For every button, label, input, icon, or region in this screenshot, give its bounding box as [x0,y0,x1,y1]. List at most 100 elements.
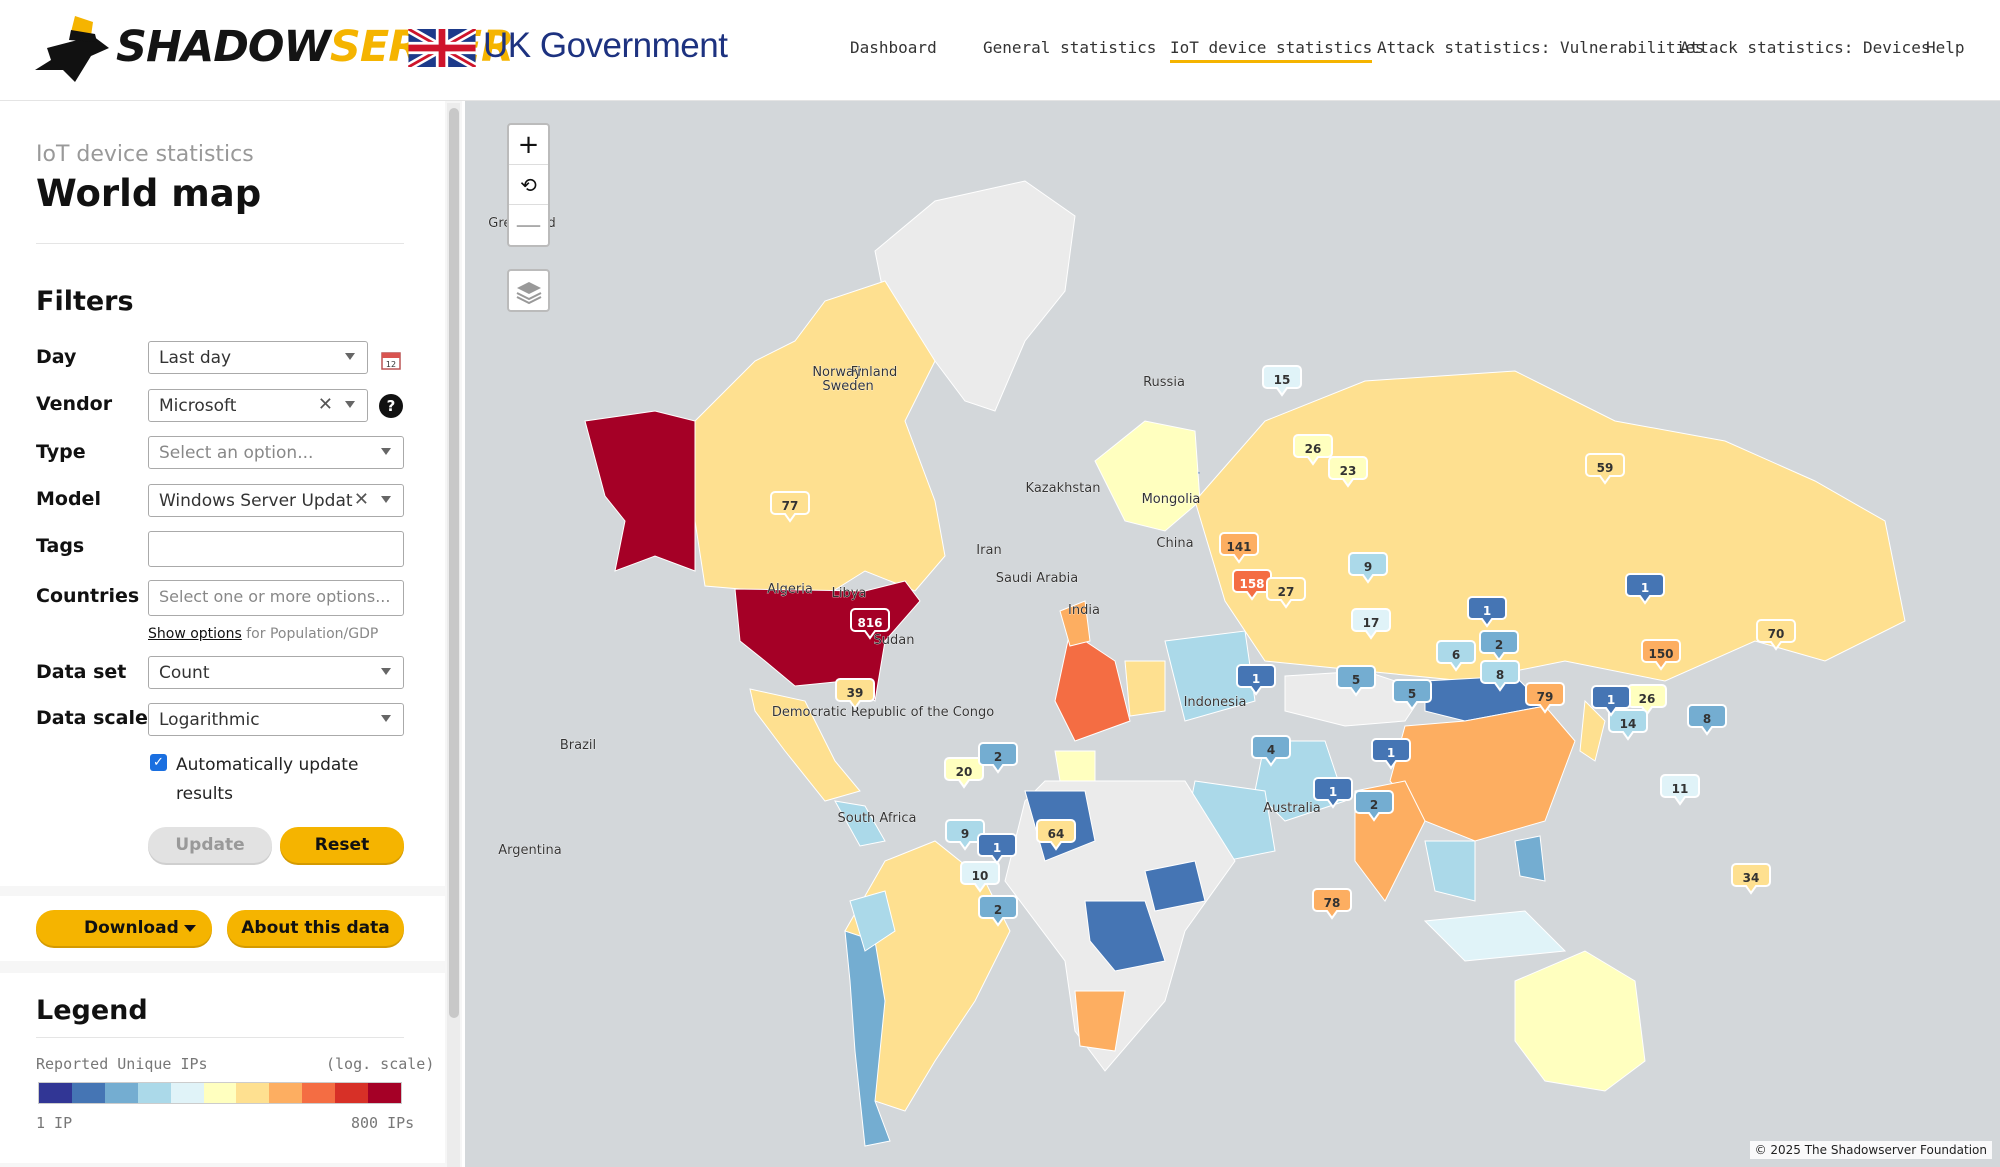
marker-pin [1436,640,1476,672]
marker-value: 9 [961,827,969,841]
marker-australia[interactable]: 34 [1731,863,1771,895]
map-markers[interactable]: 8161581501417978777064593934272626232017… [770,365,1796,927]
reset-view-button[interactable]: ⟲ [509,165,548,205]
dataset-select[interactable]: Count [148,656,404,689]
country-label: Saudi Arabia [996,571,1079,586]
nav-dashboard[interactable]: Dashboard [850,38,937,57]
marker-value: 8 [1496,668,1504,682]
marker-nigeria[interactable]: 4 [1251,735,1291,767]
marker-pakistan[interactable]: 8 [1480,660,1520,692]
countries-input[interactable]: Select one or more options... [148,580,404,616]
marker-india[interactable]: 79 [1525,682,1565,714]
marker-ukraine[interactable]: 9 [1348,552,1388,584]
sidebar-scrollbar-thumb[interactable] [449,108,459,1018]
update-button[interactable]: Update [148,827,272,863]
brand-part1: SHADOW [116,22,331,72]
scale-select[interactable]: Logarithmic [148,703,404,736]
marker-germany[interactable]: 27 [1266,577,1306,609]
marker-canada[interactable]: 77 [770,491,810,523]
marker-japan[interactable]: 70 [1756,619,1796,651]
auto-update-checkbox[interactable]: ✓ [150,754,167,771]
marker-value: 26 [1639,692,1656,706]
brand-wordmark[interactable]: SHADOWSERVER [116,22,514,72]
marker-uzbekistan[interactable]: 1 [1467,596,1507,628]
marker-brazil[interactable]: 64 [1036,819,1076,851]
marker-value: 9 [1364,560,1372,574]
reset-button[interactable]: Reset [280,827,404,863]
shadowserver-logo-icon[interactable] [35,8,113,86]
marker-pin [1313,777,1353,809]
marker-afghanistan[interactable]: 2 [1479,630,1519,662]
marker-brazil-west[interactable]: 1 [977,833,1017,865]
about-data-button[interactable]: About this data [227,910,404,946]
marker-value: 59 [1597,461,1614,475]
marker-ethiopia[interactable]: 1 [1371,738,1411,770]
marker-turkey[interactable]: 17 [1351,608,1391,640]
marker-peru[interactable]: 9 [945,819,985,851]
marker-value: 14 [1620,717,1637,731]
marker-philippines[interactable]: 8 [1687,704,1727,736]
nav-general-statistics[interactable]: General statistics [983,38,1157,57]
nav-help[interactable]: Help [1926,38,1965,57]
zoom-out-button[interactable]: — [515,210,542,240]
country-indonesia [1423,910,1567,962]
marker-myanmar[interactable]: 1 [1591,685,1631,717]
model-select[interactable]: Windows Server Updat ✕ [148,484,404,517]
marker-congo[interactable]: 1 [1313,777,1353,809]
marker-pin [1687,704,1727,736]
marker-finland[interactable]: 23 [1328,456,1368,488]
clear-icon[interactable]: ✕ [353,489,369,510]
marker-mexico[interactable]: 39 [835,678,875,710]
marker-venezuela[interactable]: 2 [978,742,1018,774]
day-select[interactable]: Last day [148,341,368,374]
marker-egypt[interactable]: 5 [1336,665,1376,697]
country-label: South Africa [838,811,917,826]
help-icon[interactable]: ? [379,394,403,418]
marker-united-states[interactable]: 816 [850,608,890,640]
world-map-canvas[interactable]: GreenlandCanadaUnited StatesMexicoBrazil… [465,101,2000,1167]
country-ethiopia [1144,860,1206,912]
marker-iran[interactable]: 6 [1436,640,1476,672]
marker-value: 26 [1305,442,1322,456]
marker-value: 11 [1672,782,1689,796]
download-button[interactable]: Download [36,910,212,946]
marker-united-kingdom[interactable]: 141 [1219,532,1259,564]
layers-button[interactable] [507,269,550,312]
auto-update-label: Automatically update results [176,755,359,804]
marker-bolivia[interactable]: 10 [960,861,1000,893]
marker-china[interactable]: 150 [1641,639,1681,671]
zoom-in-button[interactable]: + [509,125,548,165]
marker-norway[interactable]: 26 [1293,434,1333,466]
nav-attack-vulnerabilities[interactable]: Attack statistics: Vulnerabilities [1377,38,1705,57]
tags-input[interactable] [148,531,404,567]
marker-russia[interactable]: 59 [1585,453,1625,485]
marker-thailand[interactable]: 14 [1608,709,1648,741]
marker-mongolia[interactable]: 1 [1625,573,1665,605]
marker-france[interactable]: 158 [1232,569,1272,601]
nav-iot-device-statistics[interactable]: IoT device statistics [1170,38,1373,63]
marker-pin [1480,660,1520,692]
type-select[interactable]: Select an option... [148,436,404,469]
nav-attack-devices[interactable]: Attack statistics: Devices [1680,38,1931,57]
marker-sweden[interactable]: 15 [1262,365,1302,397]
marker-vietnam[interactable]: 26 [1627,684,1667,716]
calendar-icon[interactable]: 12 [381,350,401,370]
marker-algeria[interactable]: 1 [1236,664,1276,696]
marker-malaysia[interactable]: 11 [1660,774,1700,806]
clear-icon[interactable]: ✕ [317,394,333,415]
zoom-control[interactable]: + ⟲ — [507,123,550,247]
legend-scale-note: (log. scale) [326,1055,435,1073]
world-map[interactable]: GreenlandCanadaUnited StatesMexicoBrazil… [465,101,2000,1167]
marker-paraguay[interactable]: 2 [978,895,1018,927]
marker-south-africa[interactable]: 78 [1312,888,1352,920]
country-france [1054,630,1131,742]
marker-value: 4 [1267,743,1275,757]
marker-saudi-arabia[interactable]: 5 [1392,679,1432,711]
marker-pin [977,833,1017,865]
country-japan [1579,699,1606,762]
marker-tanzania[interactable]: 2 [1354,790,1394,822]
vendor-select[interactable]: Microsoft ✕ [148,389,368,422]
marker-colombia[interactable]: 20 [944,757,984,789]
show-options-link[interactable]: Show options [148,626,242,642]
marker-pin [1731,863,1771,895]
